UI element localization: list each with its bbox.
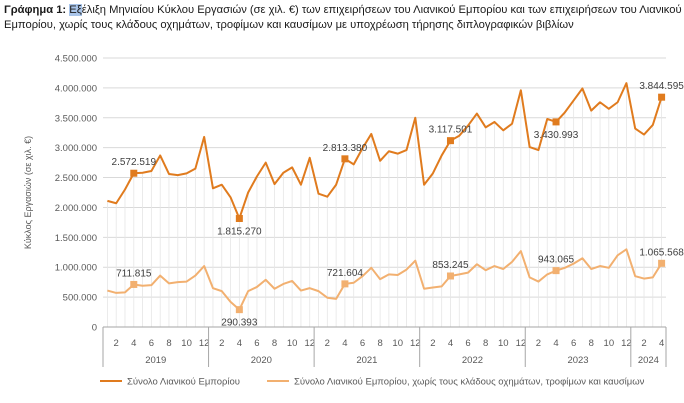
x-tick-label: 2 [430, 338, 435, 349]
y-tick-label: 2.500.000 [55, 173, 97, 184]
data-label: 3.844.595 [639, 81, 684, 92]
chart-title-prefix: Γράφημα 1: [4, 4, 67, 16]
chart-title-text: έλιξη Μηνιαίου Κύκλου Εργασιών (σε χιλ. … [4, 4, 682, 31]
x-group-label: 2023 [567, 355, 588, 366]
data-marker [658, 259, 666, 267]
data-label: 1.065.568 [639, 247, 684, 258]
x-tick-label: 6 [465, 338, 470, 349]
data-marker [552, 267, 560, 275]
x-group-label: 2021 [356, 355, 377, 366]
y-tick-label: 3.500.000 [55, 113, 97, 124]
legend-label: Σύνολο Λιανικού Εμπορίου [127, 377, 240, 388]
x-tick-label: 4 [553, 338, 558, 349]
x-tick-label: 6 [360, 338, 365, 349]
x-tick-label: 10 [498, 338, 509, 349]
x-tick-label: 10 [181, 338, 192, 349]
data-marker [130, 280, 138, 288]
y-tick-label: 4.000.000 [55, 83, 97, 94]
data-marker [341, 280, 349, 288]
x-tick-label: 2 [641, 338, 646, 349]
x-group-label: 2020 [251, 355, 272, 366]
chart-title-highlight: Εξ [69, 4, 82, 16]
x-tick-label: 6 [254, 338, 259, 349]
x-tick-label: 2 [325, 338, 330, 349]
x-group-label: 2024 [638, 355, 659, 366]
x-group-label: 2022 [462, 355, 483, 366]
data-label: 2.813.380 [323, 143, 368, 154]
series-line [107, 248, 663, 311]
data-marker [552, 118, 560, 126]
x-tick-label: 4 [131, 338, 136, 349]
legend-label: Σύνολο Λιανικού Εμπορίου, χωρίς τους κλά… [294, 377, 645, 388]
x-group-label: 2019 [145, 355, 166, 366]
y-tick-label: 4.500.000 [55, 54, 97, 65]
x-tick-label: 4 [659, 338, 664, 349]
y-tick-label: 3.000.000 [55, 143, 97, 154]
data-marker [658, 93, 666, 101]
x-tick-label: 12 [516, 338, 527, 349]
x-tick-label: 8 [166, 338, 171, 349]
y-axis-title: Κύκλος Εργασιών (σε χιλ. €) [23, 136, 33, 249]
data-label: 1.815.270 [217, 226, 262, 237]
x-tick-label: 2 [114, 338, 119, 349]
data-label: 711.815 [116, 268, 152, 279]
x-tick-label: 4 [237, 338, 242, 349]
x-tick-label: 6 [149, 338, 154, 349]
y-tick-label: 0 [92, 323, 97, 334]
series-line [107, 82, 663, 220]
data-marker [130, 169, 138, 177]
x-tick-label: 6 [571, 338, 576, 349]
data-label: 721.604 [327, 268, 364, 279]
x-tick-label: 8 [272, 338, 277, 349]
data-label: 3.117.501 [429, 125, 473, 136]
chart-title: Γράφημα 1: Εξέλιξη Μηνιαίου Κύκλου Εργασ… [4, 3, 684, 33]
data-label: 3.430.993 [534, 130, 579, 141]
data-marker [446, 272, 454, 280]
x-tick-label: 2 [219, 338, 224, 349]
data-marker [341, 155, 349, 163]
data-label: 943.065 [538, 255, 575, 266]
x-tick-label: 8 [589, 338, 594, 349]
y-tick-label: 1.000.000 [55, 263, 97, 274]
x-tick-label: 10 [287, 338, 298, 349]
data-marker [235, 214, 243, 222]
x-tick-label: 2 [536, 338, 541, 349]
x-tick-label: 10 [604, 338, 615, 349]
data-marker [446, 137, 454, 145]
x-tick-label: 8 [483, 338, 488, 349]
data-marker [235, 306, 243, 314]
y-tick-label: 2.000.000 [55, 203, 97, 214]
x-tick-label: 12 [621, 338, 632, 349]
x-tick-label: 4 [448, 338, 453, 349]
x-tick-label: 12 [199, 338, 210, 349]
data-label: 290.393 [221, 318, 258, 329]
x-tick-label: 12 [410, 338, 421, 349]
x-tick-label: 8 [377, 338, 382, 349]
x-tick-label: 12 [304, 338, 315, 349]
y-tick-label: 500.000 [63, 293, 97, 304]
data-label: 2.572.519 [112, 157, 157, 168]
data-label: 853.245 [432, 260, 469, 271]
x-tick-label: 10 [392, 338, 403, 349]
x-tick-label: 4 [342, 338, 347, 349]
y-tick-label: 1.500.000 [55, 233, 97, 244]
